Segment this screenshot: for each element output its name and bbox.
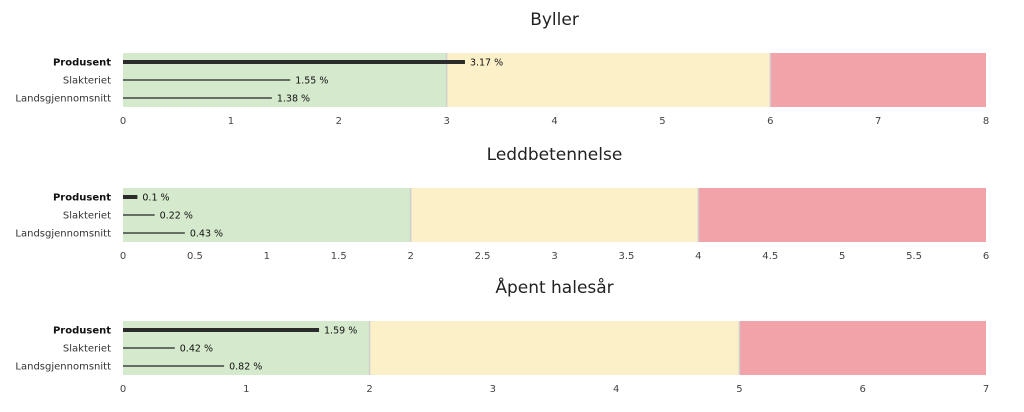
x-tick-label: 4: [613, 384, 619, 395]
x-tick-label: 5: [839, 251, 845, 262]
x-tick-label: 2: [407, 251, 413, 262]
data-label: 0.1 %: [142, 193, 169, 204]
data-label: 0.22 %: [160, 211, 193, 222]
chart-svg-byller: Produsent 3.17 % Slakteriet 1.55 % Landsgjen…: [15, 53, 989, 127]
data-label: 1.59 %: [324, 326, 357, 337]
category-label: Slakteriet: [63, 76, 111, 87]
data-label: 1.38 %: [277, 94, 310, 105]
x-tick-label: 7: [875, 116, 881, 127]
bar-landsgjennomsnitt: [123, 365, 225, 367]
bar-produsent: [123, 60, 465, 64]
x-tick-label: 7: [983, 384, 989, 395]
category-label: Slakteriet: [63, 344, 111, 355]
chart-panel-byller: Byller Produsent 3.17 % Slakteriet 1.55 % La…: [0, 10, 1024, 130]
x-tick-label: 5.5: [906, 251, 922, 262]
data-label: 0.42 %: [180, 344, 213, 355]
x-tick-label: 2: [336, 116, 342, 127]
x-tick-label: 3: [551, 251, 557, 262]
x-tick-label: 1: [228, 116, 234, 127]
x-tick-label: 5: [659, 116, 665, 127]
x-tick-label: 3.5: [618, 251, 634, 262]
chart-svg-apent-halesar: Produsent 1.59 % Slakteriet 0.42 % Landsgjen…: [15, 321, 989, 395]
chart-svg-leddbetennelse: Produsent 0.1 % Slakteriet 0.22 % Landsgjenn…: [15, 188, 989, 262]
category-label: Produsent: [53, 193, 111, 204]
bar-slakteriet: [123, 79, 291, 81]
x-tick-label: 3: [490, 384, 496, 395]
bar-produsent: [123, 195, 138, 199]
x-tick-label: 6: [767, 116, 773, 127]
x-tick-label: 0: [120, 251, 126, 262]
bar-produsent: [123, 328, 320, 332]
chart-title: Byller: [530, 10, 579, 30]
x-tick-label: 2.5: [475, 251, 491, 262]
x-tick-label: 1.5: [331, 251, 347, 262]
x-tick-label: 6: [860, 384, 866, 395]
chart-title: Åpent halesår: [495, 278, 614, 298]
data-label: 1.55 %: [295, 76, 328, 87]
range-band: [698, 188, 986, 242]
chart-title: Leddbetennelse: [486, 145, 623, 165]
x-tick-label: 6: [983, 251, 989, 262]
chart-panel-apent-halesar: Åpent halesår Produsent 1.59 % Slakteriet 0…: [0, 278, 1024, 398]
x-tick-label: 1: [243, 384, 249, 395]
data-label: 0.43 %: [190, 229, 223, 240]
category-label: Slakteriet: [63, 211, 111, 222]
chart-panel-leddbetennelse: Leddbetennelse Produsent 0.1 % Slakteriet 0…: [0, 145, 1024, 265]
x-tick-label: 5: [736, 384, 742, 395]
data-label: 3.17 %: [470, 58, 503, 69]
data-label: 0.82 %: [229, 362, 262, 373]
range-band: [770, 53, 986, 107]
bar-slakteriet: [123, 347, 175, 349]
range-band: [369, 321, 740, 375]
x-tick-label: 8: [983, 116, 989, 127]
bar-slakteriet: [123, 214, 155, 216]
category-label: Produsent: [53, 58, 111, 69]
x-tick-label: 2: [366, 384, 372, 395]
bar-landsgjennomsnitt: [123, 232, 185, 234]
x-tick-label: 3: [443, 116, 449, 127]
x-tick-label: 0: [120, 384, 126, 395]
range-band: [739, 321, 986, 375]
x-tick-label: 0: [120, 116, 126, 127]
range-band: [410, 188, 699, 242]
range-band: [446, 53, 771, 107]
x-tick-label: 4: [551, 116, 557, 127]
category-label: Landsgjennomsnitt: [15, 94, 111, 105]
x-tick-label: 1: [264, 251, 270, 262]
x-tick-label: 0.5: [187, 251, 203, 262]
category-label: Produsent: [53, 326, 111, 337]
bar-landsgjennomsnitt: [123, 97, 272, 99]
x-tick-label: 4.5: [762, 251, 778, 262]
category-label: Landsgjennomsnitt: [15, 362, 111, 373]
category-label: Landsgjennomsnitt: [15, 229, 111, 240]
x-tick-label: 4: [695, 251, 701, 262]
